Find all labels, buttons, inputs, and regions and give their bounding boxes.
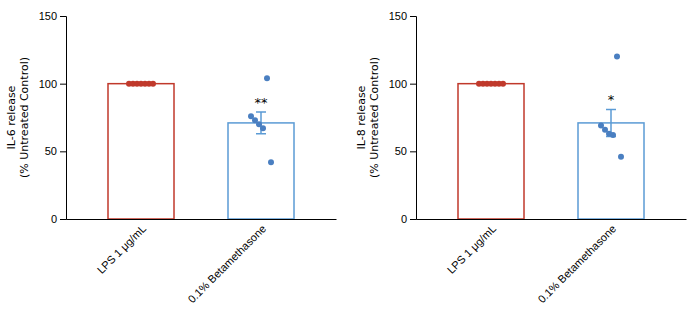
tick: LPS 1 μg/mL [95, 222, 149, 276]
point [268, 159, 274, 165]
tick: LPS 1 μg/mL [445, 222, 499, 276]
annotation: ** [255, 95, 269, 110]
tick-label: LPS 1 μg/mL [445, 222, 499, 276]
point [264, 75, 270, 81]
tick-mark [410, 219, 416, 220]
axis-line [410, 17, 417, 220]
tick: 0 [51, 213, 66, 225]
tick-mark [60, 219, 66, 220]
point [610, 132, 616, 138]
annotation: * [608, 92, 615, 107]
tick-label: 150 [39, 10, 57, 22]
y-axis-title-line: (% Untreated Control) [18, 57, 31, 178]
tick-label: 100 [389, 78, 407, 90]
axis-line [417, 219, 687, 220]
chart: 0 50 100 150 LPS 1 μg/mL 0.1% Betamethasone IL… [0, 0, 700, 311]
bar [458, 84, 524, 219]
panel: 0 50 100 150 LPS 1 μg/mL 0.1% Betamethasone IL… [5, 10, 336, 305]
tick: 150 [39, 10, 66, 22]
tick-mark [410, 16, 416, 17]
tick: 150 [389, 10, 416, 22]
tick: 100 [39, 78, 66, 90]
tick-label: 0.1% Betamethasone [535, 222, 618, 305]
error-bar [606, 109, 616, 136]
tick: 0 [401, 213, 416, 225]
y-axis-title: IL-8 release(% Untreated Control) [355, 57, 381, 178]
tick: 0.1% Betamethasone [185, 222, 268, 305]
tick: 50 [395, 145, 416, 157]
bar [228, 123, 294, 219]
bar [578, 123, 644, 219]
axis-line [60, 17, 67, 220]
y-axis: 0 50 100 150 [389, 10, 417, 225]
point [614, 54, 620, 60]
y-axis-title-line: IL-8 release [355, 85, 368, 149]
panel: 0 50 100 150 LPS 1 μg/mL 0.1% Betamethasone IL… [355, 10, 686, 305]
tick-mark [60, 151, 66, 152]
y-axis-title-line: IL-6 release [5, 85, 18, 149]
x-axis: LPS 1 μg/mL 0.1% Betamethasone [67, 220, 337, 306]
tick-label: 0 [51, 213, 57, 225]
tick-mark [60, 84, 66, 85]
tick: 0.1% Betamethasone [535, 222, 618, 305]
tick-label: 100 [39, 78, 57, 90]
axis-line [67, 219, 337, 220]
point [150, 81, 156, 87]
tick-mark [410, 151, 416, 152]
tick-mark [60, 16, 66, 17]
plot-area [458, 54, 644, 219]
tick-mark [410, 84, 416, 85]
tick-label: 50 [45, 145, 57, 157]
tick-label: 0.1% Betamethasone [185, 222, 268, 305]
error-bar [256, 112, 266, 134]
tick: 100 [389, 78, 416, 90]
tick-label: 150 [389, 10, 407, 22]
y-axis-title: IL-6 release(% Untreated Control) [5, 57, 31, 178]
x-axis: LPS 1 μg/mL 0.1% Betamethasone [417, 220, 687, 306]
point [500, 81, 506, 87]
bar [108, 84, 174, 219]
y-axis: 0 50 100 150 [39, 10, 67, 225]
tick-label: 0 [401, 213, 407, 225]
point [260, 125, 266, 131]
tick: 50 [45, 145, 66, 157]
tick-label: LPS 1 μg/mL [95, 222, 149, 276]
point [618, 154, 624, 160]
plot-area [108, 75, 294, 219]
tick-label: 50 [395, 145, 407, 157]
y-axis-title-line: (% Untreated Control) [368, 57, 381, 178]
